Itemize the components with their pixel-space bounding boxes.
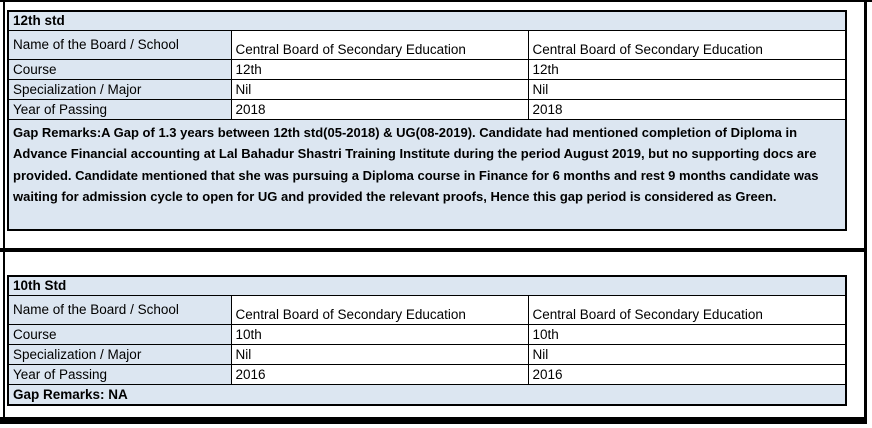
table-row: Name of the Board / School Central Board… [7, 29, 847, 60]
cell-year-1: 2018 [230, 98, 529, 120]
frame-bottom-border [0, 417, 867, 424]
row-label-course: Course [7, 58, 232, 80]
table-row: 12th std [7, 10, 847, 31]
frame-right-border [864, 0, 867, 424]
cell-specialization-1: Nil [230, 343, 529, 365]
row-label-year-of-passing: Year of Passing [7, 363, 232, 385]
cell-year-1: 2016 [230, 363, 529, 385]
cell-course-2: 10th [527, 323, 847, 345]
row-label-board-school: Name of the Board / School [7, 294, 232, 325]
cell-specialization-1: Nil [230, 78, 529, 100]
table-row: Course 10th 10th [7, 323, 847, 345]
table-row: Gap Remarks: NA [7, 383, 847, 406]
table-row: Specialization / Major Nil Nil [7, 343, 847, 365]
cell-board-school-2: Central Board of Secondary Education [527, 29, 847, 60]
table-row: Specialization / Major Nil Nil [7, 78, 847, 100]
row-label-specialization: Specialization / Major [7, 78, 232, 100]
row-label-year-of-passing: Year of Passing [7, 98, 232, 120]
cell-year-2: 2018 [527, 98, 847, 120]
cell-board-school-2: Central Board of Secondary Education [527, 294, 847, 325]
cell-board-school-1: Central Board of Secondary Education [230, 29, 529, 60]
cell-course-2: 12th [527, 58, 847, 80]
education-table-10th-std: 10th Std Name of the Board / School Cent… [7, 275, 848, 406]
row-label-course: Course [7, 323, 232, 345]
table-row: 10th Std [7, 275, 847, 296]
section-divider-line [0, 248, 867, 252]
cell-specialization-2: Nil [527, 343, 847, 365]
table-row: Course 12th 12th [7, 58, 847, 80]
gap-remarks-12th: Gap Remarks:A Gap of 1.3 years between 1… [7, 118, 847, 231]
row-label-specialization: Specialization / Major [7, 343, 232, 365]
frame-top-border [0, 0, 872, 2]
gap-remarks-10th: Gap Remarks: NA [7, 383, 847, 406]
table-row: Gap Remarks:A Gap of 1.3 years between 1… [7, 118, 847, 231]
table-row: Year of Passing 2018 2018 [7, 98, 847, 120]
cell-course-1: 10th [230, 323, 529, 345]
cell-specialization-2: Nil [527, 78, 847, 100]
table-row: Name of the Board / School Central Board… [7, 294, 847, 325]
cell-board-school-1: Central Board of Secondary Education [230, 294, 529, 325]
education-table-12th-std: 12th std Name of the Board / School Cent… [7, 10, 848, 231]
cell-year-2: 2016 [527, 363, 847, 385]
cell-course-1: 12th [230, 58, 529, 80]
section-title-10th: 10th Std [7, 275, 847, 296]
section-title-12th: 12th std [7, 10, 847, 31]
table-row: Year of Passing 2016 2016 [7, 363, 847, 385]
frame-left-border [3, 0, 5, 424]
row-label-board-school: Name of the Board / School [7, 29, 232, 60]
